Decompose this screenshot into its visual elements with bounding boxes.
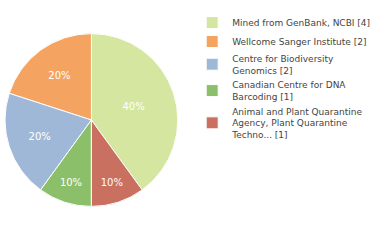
svg-text:Wellcome Sanger Institute [2]: Wellcome Sanger Institute [2]	[232, 37, 366, 47]
svg-text:Animal and Plant QuarantineAge: Animal and Plant QuarantineAgency, Plant…	[231, 107, 362, 140]
svg-text:40%: 40%	[122, 101, 144, 112]
svg-text:10%: 10%	[101, 177, 123, 188]
svg-text:Mined from GenBank, NCBI [4]: Mined from GenBank, NCBI [4]	[232, 18, 370, 28]
svg-text:Canadian Centre for DNABarcodi: Canadian Centre for DNABarcoding [1]	[232, 80, 346, 102]
svg-text:20%: 20%	[48, 70, 70, 81]
svg-text:Centre for BiodiversityGenomic: Centre for BiodiversityGenomics [2]	[232, 54, 334, 76]
svg-text:20%: 20%	[29, 131, 51, 142]
svg-text:10%: 10%	[60, 177, 82, 188]
